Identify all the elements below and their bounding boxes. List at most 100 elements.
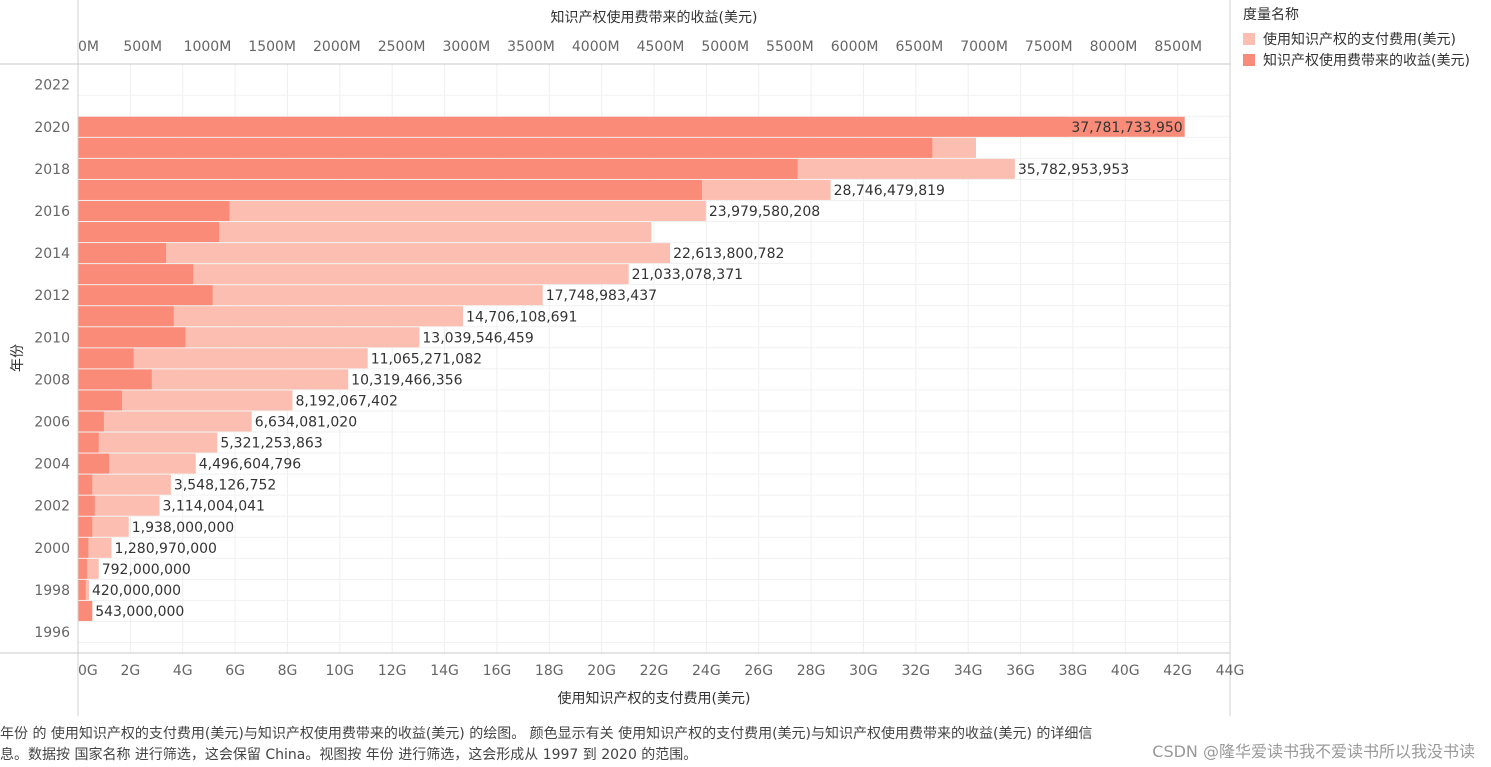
bottom-tick-label: 0G: [78, 663, 98, 679]
bar-payments-2005: [78, 432, 218, 453]
data-label-2007: 8,192,067,402: [295, 393, 397, 409]
data-label-2013: 21,033,078,371: [632, 267, 743, 283]
data-label-2011: 14,706,108,691: [466, 309, 577, 325]
bar-receipts-2014: [78, 243, 167, 264]
data-label-2009: 11,065,271,082: [371, 351, 482, 367]
top-tick-label: 6000M: [831, 39, 879, 55]
bar-receipts-2011: [78, 306, 174, 327]
top-tick-label: 5000M: [701, 39, 749, 55]
bar-payments-2016: [78, 201, 706, 221]
bottom-tick-label: 36G: [1006, 663, 1035, 679]
data-label-2012: 17,748,983,437: [546, 288, 657, 304]
legend-swatch-receipts: [1243, 53, 1255, 66]
bar-receipts-2007: [78, 390, 123, 411]
bottom-tick-label: 14G: [430, 663, 459, 679]
bar-receipts-2019: [78, 137, 933, 158]
year-tick-label: 2000: [34, 541, 70, 557]
bar-payments-2009: [78, 348, 368, 369]
data-label-2004: 4,496,604,796: [199, 457, 302, 473]
bar-receipts-2015: [78, 222, 220, 243]
data-label-2001: 1,938,000,000: [132, 520, 234, 536]
legend-item-payments[interactable]: 使用知识产权的支付费用(美元): [1243, 28, 1470, 49]
top-tick-label: 2000M: [313, 39, 361, 55]
bar-receipts-1997: [78, 600, 93, 621]
chart-caption: 年份 的 使用知识产权的支付费用(美元)与知识产权使用费带来的收益(美元) 的绘…: [0, 726, 1093, 763]
data-label-1999: 792,000,000: [102, 562, 191, 578]
bar-receipts-2012: [78, 285, 213, 306]
legend-title: 度量名称: [1243, 7, 1299, 23]
bar-receipts-2002: [78, 495, 95, 516]
year-tick-label: 2010: [34, 330, 70, 346]
bar-receipts-1998: [78, 579, 86, 600]
watermark: CSDN @隆华爱读书我不爱读书所以我没书读: [1152, 742, 1475, 761]
top-axis-title: 知识产权使用费带来的收益(美元): [551, 9, 758, 26]
data-label-2014: 22,613,800,782: [673, 246, 784, 262]
bottom-tick-label: 30G: [849, 663, 878, 679]
bottom-tick-label: 4G: [173, 663, 193, 679]
bar-receipts-2001: [78, 516, 93, 537]
bar-receipts-2005: [78, 432, 99, 453]
bottom-tick-label: 44G: [1216, 663, 1245, 679]
bottom-tick-label: 12G: [378, 663, 407, 679]
year-tick-label: 2006: [34, 415, 70, 431]
bar-payments-2014: [78, 243, 671, 264]
bar-receipts-2004: [78, 453, 110, 474]
top-tick-label: 8500M: [1154, 39, 1202, 55]
top-tick-label: 8000M: [1090, 39, 1138, 55]
bar-payments-2011: [78, 306, 464, 327]
year-tick-label: 2020: [34, 120, 70, 136]
year-tick-label: 2014: [34, 246, 70, 262]
bar-payments-2013: [78, 264, 629, 285]
bottom-axis-title: 使用知识产权的支付费用(美元): [558, 690, 751, 707]
bottom-tick-label: 40G: [1111, 663, 1140, 679]
year-tick-label: 1998: [34, 583, 70, 599]
data-label-1998: 420,000,000: [92, 583, 181, 599]
bar-receipts-2008: [78, 369, 152, 390]
bar-payments-2006: [78, 411, 252, 432]
data-label-2002: 3,114,004,041: [163, 499, 265, 515]
year-tick-label: 2022: [34, 78, 70, 94]
year-tick-label: 2016: [34, 204, 70, 220]
bar-receipts-2018: [78, 158, 798, 179]
y-axis-title: 年份: [10, 344, 26, 372]
top-tick-label: 1000M: [184, 39, 232, 55]
top-tick-label: 6500M: [895, 39, 943, 55]
top-tick-label: 4500M: [637, 39, 685, 55]
bottom-tick-label: 2G: [120, 663, 140, 679]
bar-receipts-2013: [78, 264, 194, 285]
data-label-2008: 10,319,466,356: [351, 372, 462, 388]
top-tick-label: 500M: [123, 39, 162, 55]
bottom-tick-label: 26G: [744, 663, 773, 679]
data-label-2020: 37,781,733,950: [1071, 120, 1182, 136]
year-tick-label: 2018: [34, 162, 70, 178]
top-tick-label: 7500M: [1025, 39, 1073, 55]
data-label-2006: 6,634,081,020: [255, 415, 357, 431]
data-label-2016: 23,979,580,208: [709, 204, 820, 220]
top-tick-label: 5500M: [766, 39, 814, 55]
bottom-tick-label: 6G: [225, 663, 245, 679]
top-tick-label: 4000M: [572, 39, 620, 55]
bar-receipts-2020: [78, 116, 1185, 137]
top-tick-label: 3000M: [442, 39, 490, 55]
bar-receipts-2003: [78, 474, 93, 495]
bar-payments-2002: [78, 495, 160, 516]
data-label-2005: 5,321,253,863: [220, 436, 322, 452]
bar-payments-2015: [78, 222, 652, 243]
bar-receipts-1999: [78, 558, 88, 579]
bottom-tick-label: 20G: [587, 663, 616, 679]
bottom-tick-label: 22G: [640, 663, 669, 679]
bar-receipts-2000: [78, 537, 89, 558]
bottom-tick-label: 24G: [692, 663, 721, 679]
bar-payments-2007: [78, 390, 293, 411]
year-tick-label: 1996: [34, 625, 70, 641]
data-label-2018: 35,782,953,953: [1018, 162, 1129, 178]
legend-item-receipts[interactable]: 知识产权使用费带来的收益(美元): [1243, 49, 1470, 70]
data-label-2010: 13,039,546,459: [422, 330, 533, 346]
data-label-2003: 3,548,126,752: [174, 478, 276, 494]
legend-label-receipts: 知识产权使用费带来的收益(美元): [1263, 52, 1470, 69]
year-tick-label: 2008: [34, 372, 70, 388]
data-label-2000: 1,280,970,000: [115, 541, 217, 557]
bottom-tick-label: 28G: [797, 663, 826, 679]
bar-payments-2003: [78, 474, 171, 495]
